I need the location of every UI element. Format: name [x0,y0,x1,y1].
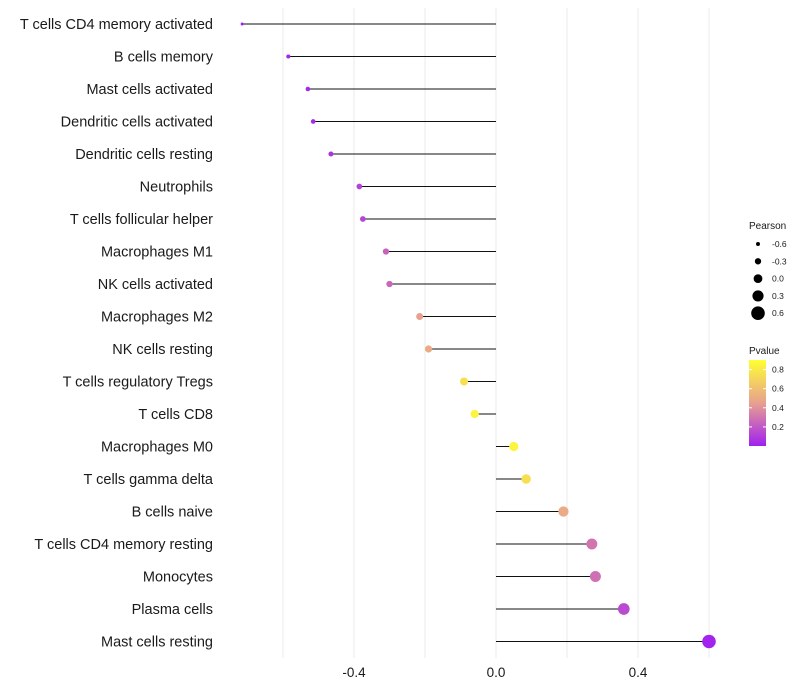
category-label: T cells CD4 memory resting [34,537,213,553]
size-legend-key [751,306,765,320]
lollipop-point [328,151,334,157]
category-label: T cells regulatory Tregs [63,375,213,391]
category-label: Mast cells activated [86,82,213,98]
size-legend-label: -0.6 [772,239,787,249]
category-label: Macrophages M1 [101,245,213,261]
size-legend-label: 0.3 [772,291,784,301]
size-legend-key [756,242,760,246]
category-label: Macrophages M2 [101,310,213,326]
color-legend-label: 0.6 [772,384,784,394]
category-label: Plasma cells [132,602,213,618]
category-label: NK cells resting [112,342,213,358]
color-legend-bar [749,360,766,446]
lollipop-point [586,538,598,550]
lollipop-point [240,22,244,26]
size-legend-key [754,258,762,265]
category-label: Neutrophils [140,180,213,196]
lollipop-point [424,345,433,353]
size-legend-label: 0.6 [772,308,784,318]
lollipop-point [305,86,311,92]
category-label: T cells CD4 memory activated [20,17,213,33]
category-label: T cells follicular helper [70,212,213,228]
x-tick-label: 0.4 [629,665,648,680]
category-label: Dendritic cells resting [75,147,213,163]
lollipop-point [509,441,519,452]
color-legend-label: 0.4 [772,403,784,413]
size-legend-title: Pearson [749,221,786,232]
lollipop-point [386,280,393,288]
lollipop-point [521,474,531,484]
category-label: Mast cells resting [101,635,213,651]
color-legend-title: Pvalue [749,346,780,357]
category-label: NK cells activated [98,277,213,293]
x-axis-ticks: -0.4 0.0 0.4 [342,665,648,680]
category-label: B cells naive [132,505,213,521]
category-label: Dendritic cells activated [61,115,213,131]
lollipop-point [310,119,316,124]
category-label: Monocytes [143,570,213,586]
lollipop-point [359,216,366,222]
color-legend-label: 0.8 [772,365,784,375]
category-label: B cells memory [114,50,214,66]
lollipop-point [416,312,424,321]
size-legend-key [752,290,764,302]
lollipop-point [589,571,601,582]
category-labels: T cells CD4 memory activated B cells memo… [20,17,214,651]
size-legend-label: -0.3 [772,256,787,266]
category-label: T cells gamma delta [84,472,214,488]
category-label: Macrophages M0 [101,440,213,456]
lollipop-point [460,377,469,386]
category-label: T cells CD8 [138,407,213,423]
legend: Pearson -0.6 -0.3 0.0 0.3 0.6 Pvalue 0.8 0.6 0.4 0… [749,221,787,446]
x-tick-label: -0.4 [342,665,366,680]
lollipop-point [470,409,479,419]
size-legend-key [753,274,763,283]
lollipop-point [356,183,363,190]
lollipop-point [286,54,291,59]
lollipop-point [702,634,716,649]
grid-lines [282,8,710,658]
x-tick-label: 0.0 [487,665,506,680]
lollipop-point [558,506,569,517]
size-legend-label: 0.0 [772,274,784,284]
lollipop-layer [240,22,716,649]
lollipop-point [382,248,390,255]
lollipop-point [617,603,630,615]
color-legend-label: 0.2 [772,422,784,432]
